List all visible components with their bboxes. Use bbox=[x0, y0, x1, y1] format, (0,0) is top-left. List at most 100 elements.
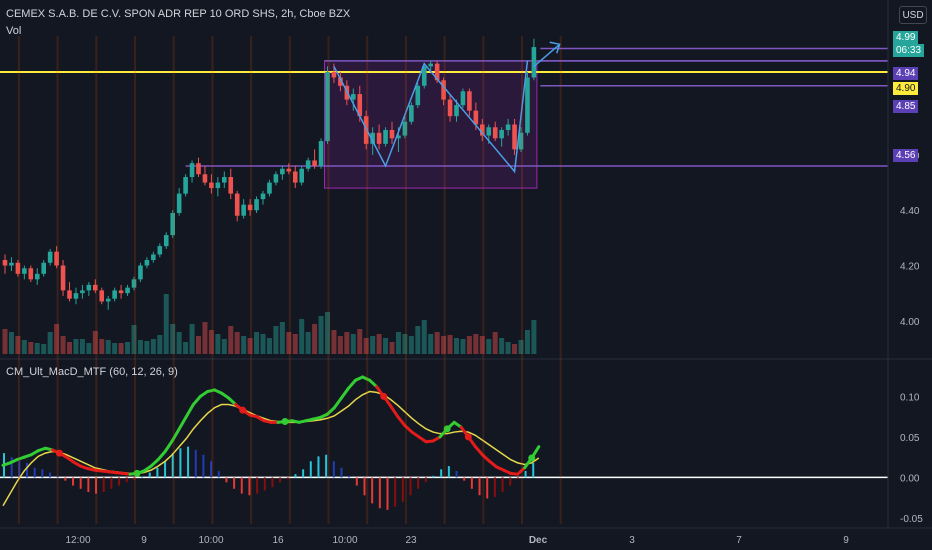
histogram-bar bbox=[133, 477, 136, 480]
candle bbox=[125, 287, 130, 294]
volume-bar bbox=[254, 332, 260, 354]
candle bbox=[80, 290, 85, 294]
volume-bar bbox=[60, 336, 66, 354]
volume-bar bbox=[337, 336, 343, 354]
volume-bar bbox=[331, 330, 337, 354]
volume-bar bbox=[67, 342, 72, 354]
volume-bar bbox=[266, 338, 272, 354]
histogram-bar bbox=[394, 477, 397, 507]
candle bbox=[428, 63, 433, 67]
session-marker bbox=[95, 36, 98, 524]
time-tick-label: 9 bbox=[843, 535, 849, 546]
volume-bar bbox=[99, 339, 105, 354]
indicator-tick-label: 0.00 bbox=[900, 473, 920, 484]
volume-bar bbox=[318, 316, 324, 354]
session-marker bbox=[443, 36, 446, 524]
volume-bar bbox=[408, 336, 414, 354]
macd-segment bbox=[156, 450, 167, 462]
volume-bar bbox=[170, 324, 176, 354]
histogram-bar bbox=[309, 461, 312, 478]
candle bbox=[86, 284, 92, 291]
histogram-bar bbox=[317, 456, 320, 478]
histogram-bar bbox=[355, 477, 358, 486]
histogram-bar bbox=[409, 477, 412, 496]
histogram-bar bbox=[478, 477, 481, 496]
histogram-bar bbox=[532, 462, 535, 478]
volume-bar bbox=[241, 336, 247, 354]
macd-segment bbox=[368, 378, 379, 389]
projection-arrow bbox=[533, 43, 561, 67]
candle bbox=[222, 177, 227, 183]
cross-dot bbox=[380, 392, 388, 400]
session-marker bbox=[366, 36, 369, 524]
yellow-line-tag: 4.90 bbox=[893, 82, 919, 95]
histogram-bar bbox=[424, 477, 427, 483]
volume-bar bbox=[305, 332, 311, 354]
histogram-bar bbox=[516, 477, 519, 480]
histogram-bar bbox=[286, 477, 289, 480]
volume-bar bbox=[357, 329, 363, 354]
macd-segment bbox=[516, 466, 527, 476]
histogram-bar bbox=[202, 454, 205, 478]
session-marker bbox=[482, 36, 485, 524]
volume-bar bbox=[131, 325, 137, 354]
volume-bar bbox=[273, 326, 279, 354]
currency-button[interactable]: USD bbox=[899, 6, 927, 24]
volume-bar bbox=[415, 326, 421, 354]
price-pane[interactable] bbox=[0, 38, 888, 354]
histogram-bar bbox=[110, 477, 113, 489]
macd-segment bbox=[389, 404, 400, 419]
volume-bar bbox=[499, 338, 505, 354]
candle bbox=[131, 279, 137, 288]
candle bbox=[267, 182, 272, 194]
volume-bar bbox=[518, 340, 524, 354]
session-marker bbox=[404, 36, 407, 524]
volume-bar bbox=[441, 336, 447, 354]
cross-dot bbox=[281, 418, 289, 426]
projection-arrow-head bbox=[549, 41, 561, 54]
volume-bar bbox=[434, 332, 440, 354]
macd-segment bbox=[396, 415, 407, 428]
volume-bar bbox=[73, 339, 79, 354]
volume-bar bbox=[163, 294, 169, 354]
candle bbox=[105, 298, 111, 302]
volume-bar bbox=[312, 324, 318, 354]
candle bbox=[157, 246, 163, 255]
histogram-bar bbox=[141, 476, 144, 478]
volume-bar bbox=[454, 338, 459, 354]
candle bbox=[118, 290, 124, 294]
indicator-pane[interactable] bbox=[0, 375, 888, 510]
candle bbox=[189, 163, 195, 178]
cross-dot bbox=[443, 425, 451, 433]
session-marker bbox=[327, 36, 330, 524]
volume-bar bbox=[137, 340, 143, 354]
indicator-label: CM_Ult_MacD_MTF (60, 12, 26, 9) bbox=[6, 366, 178, 378]
histogram-bar bbox=[225, 477, 228, 483]
candle bbox=[47, 251, 53, 263]
candle bbox=[480, 124, 485, 136]
session-marker bbox=[250, 36, 253, 524]
histogram-bar bbox=[248, 477, 251, 496]
histogram-bar bbox=[217, 470, 220, 478]
indicator-tick-label: 0.05 bbox=[900, 433, 920, 444]
candle bbox=[338, 77, 343, 86]
candle bbox=[138, 265, 143, 280]
histogram-bar bbox=[148, 472, 151, 478]
volume-bar bbox=[47, 332, 53, 354]
volume-bar bbox=[118, 343, 124, 354]
volume-bar bbox=[228, 326, 234, 354]
candle bbox=[73, 293, 79, 299]
histogram-bar bbox=[279, 477, 282, 483]
histogram-bar bbox=[64, 477, 67, 481]
signal-line bbox=[2, 390, 540, 507]
volume-bar bbox=[234, 332, 240, 354]
candle bbox=[215, 182, 221, 189]
candle bbox=[196, 163, 201, 175]
candle bbox=[151, 254, 156, 260]
candle bbox=[299, 168, 304, 183]
histogram-bar bbox=[125, 477, 128, 483]
volume-bar bbox=[189, 324, 195, 354]
candle bbox=[318, 141, 324, 166]
histogram-bar bbox=[26, 462, 29, 478]
